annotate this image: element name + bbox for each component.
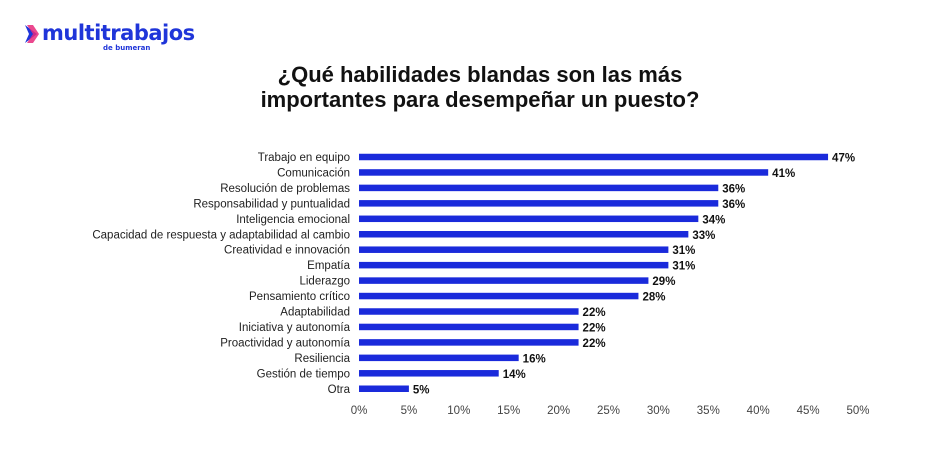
data-label: 28%: [642, 292, 665, 304]
data-label: 22%: [583, 322, 606, 334]
brand-logo: multitrabajos de bumeran: [24, 20, 195, 60]
brand-arrow-icon: [25, 25, 39, 43]
bar: [359, 323, 579, 331]
data-label: 5%: [413, 384, 430, 396]
category-label: Trabajo en equipo: [258, 152, 350, 164]
category-label: Inteligencia emocional: [236, 214, 350, 226]
category-label: Otra: [328, 384, 351, 396]
data-label: 36%: [722, 199, 745, 211]
data-label: 31%: [672, 245, 695, 257]
bar: [359, 169, 769, 176]
x-tick-label: 50%: [846, 405, 869, 417]
category-label: Responsabilidad y puntualidad: [193, 198, 350, 210]
bar: [359, 246, 669, 253]
data-label: 22%: [583, 307, 606, 319]
x-tick-label: 20%: [547, 405, 570, 417]
bar: [359, 184, 719, 192]
bar: [359, 231, 689, 238]
bar: [359, 339, 579, 346]
x-tick-label: 5%: [401, 405, 418, 417]
category-label: Iniciativa y autonomía: [239, 322, 351, 334]
category-label: Gestión de tiempo: [257, 368, 350, 380]
category-label: Proactividad y autonomía: [220, 337, 350, 349]
brand-name: multitrabajos: [42, 21, 195, 45]
bar: [359, 354, 519, 362]
category-label: Capacidad de respuesta y adaptabilidad a…: [92, 229, 350, 241]
data-label: 41%: [772, 168, 795, 180]
category-label: Liderazgo: [299, 276, 350, 288]
bar: [359, 308, 579, 315]
data-label: 36%: [722, 183, 745, 195]
bar: [359, 215, 699, 223]
chart-title-line-1: ¿Qué habilidades blandas son las más: [277, 62, 683, 87]
bar: [359, 292, 639, 300]
bar: [359, 385, 409, 392]
bar: [359, 153, 829, 161]
bar: [359, 370, 499, 377]
bar: [359, 200, 719, 207]
chart-title-line-2: importantes para desempeñar un puesto?: [260, 87, 700, 112]
x-tick-label: 10%: [447, 405, 470, 417]
category-label: Adaptabilidad: [280, 307, 350, 319]
data-label: 47%: [832, 153, 855, 165]
bar: [359, 277, 649, 284]
data-label: 34%: [702, 214, 725, 226]
brand-tagline: de bumeran: [103, 44, 151, 52]
category-label: Comunicación: [277, 167, 350, 179]
bar: [359, 261, 669, 269]
category-label: Creatividad e innovación: [224, 245, 350, 257]
x-tick-label: 0%: [351, 405, 368, 417]
category-label: Resolución de problemas: [220, 183, 350, 195]
x-tick-label: 45%: [797, 405, 820, 417]
data-label: 22%: [583, 338, 606, 350]
data-label: 31%: [672, 261, 695, 273]
data-label: 33%: [692, 230, 715, 242]
category-label: Empatía: [307, 260, 350, 272]
data-label: 16%: [523, 353, 546, 365]
x-tick-label: 40%: [747, 405, 770, 417]
data-label: 14%: [503, 369, 526, 381]
x-tick-label: 15%: [497, 405, 520, 417]
category-label: Resiliencia: [294, 353, 350, 365]
category-label: Pensamiento crítico: [249, 291, 350, 303]
x-tick-label: 30%: [647, 405, 670, 417]
chart-title: ¿Qué habilidades blandas son las más imp…: [180, 62, 780, 112]
x-tick-label: 25%: [597, 405, 620, 417]
x-tick-label: 35%: [697, 405, 720, 417]
data-label: 29%: [652, 276, 675, 288]
